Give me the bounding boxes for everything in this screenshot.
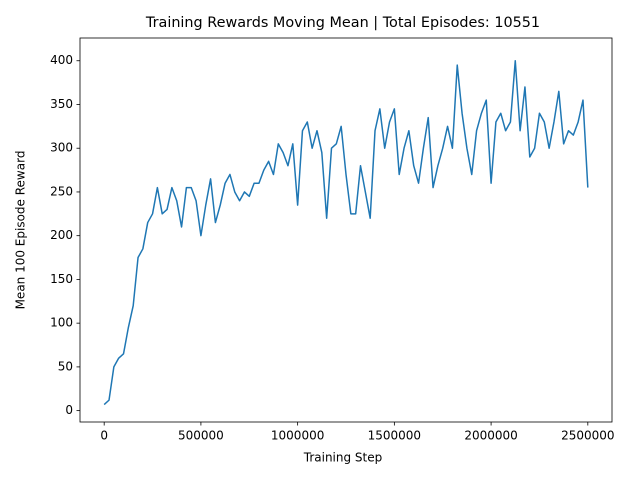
y-tick-label: 300 bbox=[50, 141, 73, 155]
x-axis-label: Training Step bbox=[303, 451, 383, 465]
x-tick-label: 2500000 bbox=[561, 429, 614, 443]
y-tick-label: 250 bbox=[50, 184, 73, 198]
x-tick-label: 0 bbox=[100, 429, 108, 443]
x-tick-label: 2000000 bbox=[464, 429, 517, 443]
x-tick-label: 1500000 bbox=[368, 429, 421, 443]
x-tick-label: 500000 bbox=[178, 429, 224, 443]
chart-title: Training Rewards Moving Mean | Total Epi… bbox=[145, 15, 540, 31]
y-tick-label: 100 bbox=[50, 316, 73, 330]
y-tick-label: 400 bbox=[50, 53, 73, 67]
y-tick-label: 150 bbox=[50, 272, 73, 286]
plot-area: 0 50 100 150 200 250 300 350 400 0 500000 1000000 15… bbox=[50, 53, 614, 442]
axes-frame bbox=[79, 37, 613, 423]
y-tick-label: 0 bbox=[65, 403, 73, 417]
y-tick-label: 200 bbox=[50, 228, 73, 242]
line-series bbox=[103, 59, 589, 406]
y-axis-label: Mean 100 Episode Reward bbox=[14, 151, 28, 310]
y-tick-label: 50 bbox=[58, 359, 73, 373]
x-tick-label: 1000000 bbox=[271, 429, 324, 443]
y-tick-label: 350 bbox=[50, 97, 73, 111]
